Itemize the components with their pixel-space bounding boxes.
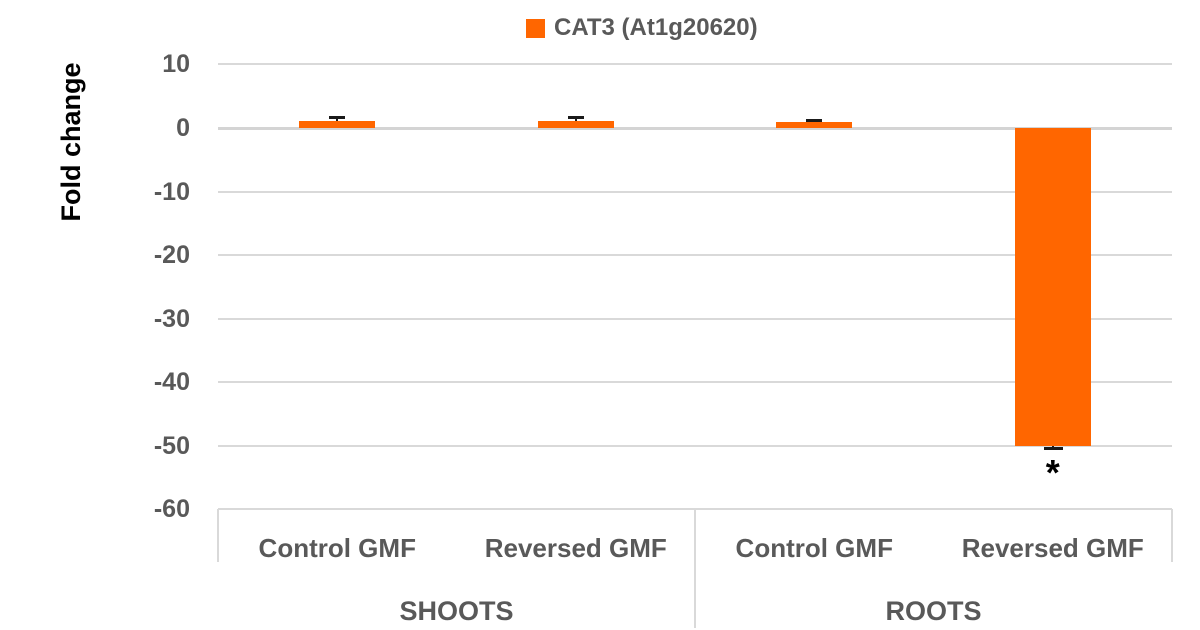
gridline	[218, 381, 1172, 384]
error-bar-cap	[329, 116, 346, 120]
bar	[1014, 128, 1091, 446]
gridline	[218, 254, 1172, 257]
y-tick-label: 0	[176, 114, 190, 142]
gridline	[218, 63, 1172, 66]
bar	[299, 121, 376, 128]
y-tick-label: -10	[153, 177, 190, 206]
category-label: Control GMF	[258, 533, 416, 563]
group-label: SHOOTS	[399, 596, 514, 626]
gridline	[218, 444, 1172, 447]
y-tick-label: 10	[162, 50, 190, 79]
gridline	[218, 127, 1172, 130]
category-axis-right-border	[1171, 509, 1173, 563]
group-label: ROOTS	[885, 596, 982, 626]
category-label: Reversed GMF	[484, 533, 667, 563]
category-axis-left-border	[217, 509, 219, 563]
y-tick-label: -20	[153, 241, 190, 270]
gridline	[218, 317, 1172, 320]
category-label: Control GMF	[735, 533, 893, 563]
y-tick-label: -50	[153, 431, 190, 460]
bar	[537, 121, 614, 128]
y-tick-label: -30	[153, 304, 190, 333]
bar	[776, 121, 853, 128]
group-separator	[694, 509, 696, 629]
chart-legend: CAT3 (At1g20620)	[526, 14, 758, 42]
significance-marker: *	[1045, 452, 1060, 494]
gridline	[218, 190, 1172, 193]
y-axis-title: Fold change	[56, 62, 86, 222]
legend-swatch-icon	[526, 18, 545, 38]
y-tick-label: -40	[153, 368, 190, 397]
error-bar-cap	[1043, 447, 1063, 451]
y-tick-label: -60	[153, 495, 190, 524]
legend-label: CAT3 (At1g20620)	[554, 14, 758, 41]
category-label: Reversed GMF	[961, 533, 1144, 563]
error-bar-cap	[806, 118, 823, 122]
error-bar-cap	[567, 116, 584, 120]
